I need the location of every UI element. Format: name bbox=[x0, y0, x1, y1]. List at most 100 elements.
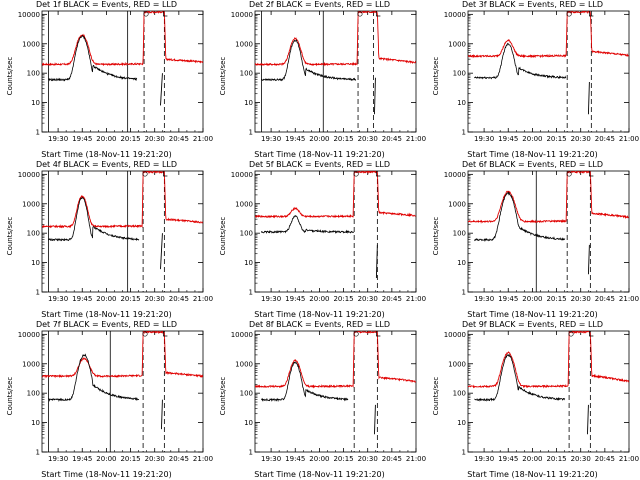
detector-panel-4: Det 4f BLACK = Events, RED = LLD Start Ti… bbox=[0, 160, 213, 320]
x-tick-label: 20:30 bbox=[145, 295, 165, 303]
detector-panel-9: Det 9f BLACK = Events, RED = LLD Start Ti… bbox=[426, 320, 639, 480]
y-tick-label: 1000 bbox=[22, 40, 40, 48]
x-tick-label: 20:00 bbox=[96, 455, 116, 463]
gap-marker-bracket bbox=[589, 171, 594, 177]
x-tick-label: 21:00 bbox=[406, 455, 426, 463]
y-tick-label: 1 bbox=[462, 449, 466, 457]
events-series-line bbox=[48, 353, 140, 403]
lld-series-line bbox=[255, 11, 416, 67]
x-tick-label: 20:30 bbox=[571, 135, 591, 143]
x-tick-label: 20:15 bbox=[120, 295, 140, 303]
x-axis-title: Start Time (18-Nov-11 19:21:20) bbox=[41, 310, 172, 319]
y-tick-label: 100 bbox=[240, 230, 253, 238]
panel-title: Det 8f BLACK = Events, RED = LLD bbox=[248, 320, 391, 329]
events-fragment-line bbox=[587, 82, 590, 115]
x-tick-label: 20:15 bbox=[120, 135, 140, 143]
y-tick-label: 1 bbox=[249, 289, 253, 297]
x-tick-label: 21:00 bbox=[619, 295, 639, 303]
y-tick-label: 100 bbox=[27, 390, 40, 398]
x-tick-label: 20:15 bbox=[333, 455, 353, 463]
events-series-line bbox=[48, 197, 140, 242]
x-axis-title: Start Time (18-Nov-11 19:21:20) bbox=[254, 470, 385, 479]
plot-area: 19:30 19:45 20:00 20:15 20:30 20:45 21:00 1 10 10… bbox=[231, 170, 426, 303]
y-tick-label: 10000 bbox=[18, 171, 40, 179]
y-tick-label: 10000 bbox=[444, 171, 466, 179]
events-fragment-line bbox=[160, 233, 163, 270]
x-tick-label: 20:00 bbox=[309, 455, 329, 463]
x-tick-label: 19:30 bbox=[261, 295, 281, 303]
y-tick-label: 10000 bbox=[231, 11, 253, 19]
x-tick-label: 21:00 bbox=[406, 135, 426, 143]
gap-marker-bracket bbox=[376, 331, 381, 337]
x-tick-label: 20:45 bbox=[169, 455, 189, 463]
x-tick-label: 20:15 bbox=[120, 455, 140, 463]
events-fragment-line bbox=[587, 404, 589, 435]
x-tick-label: 19:45 bbox=[285, 455, 305, 463]
axes-frame bbox=[467, 10, 630, 133]
x-tick-label: 20:15 bbox=[333, 135, 353, 143]
y-tick-label: 1000 bbox=[235, 200, 253, 208]
x-tick-label: 19:45 bbox=[498, 135, 518, 143]
detector-panel-8: Det 8f BLACK = Events, RED = LLD Start Ti… bbox=[213, 320, 426, 480]
axes-frame bbox=[41, 10, 204, 133]
gap-marker-circle bbox=[568, 331, 574, 337]
y-tick-label: 10 bbox=[244, 419, 253, 427]
y-tick-label: 100 bbox=[27, 70, 40, 78]
lld-series-line bbox=[468, 171, 629, 224]
x-tick-label: 20:45 bbox=[169, 135, 189, 143]
events-fragment-line bbox=[587, 244, 590, 275]
x-tick-label: 21:00 bbox=[193, 455, 213, 463]
x-tick-label: 20:30 bbox=[358, 135, 378, 143]
x-axis-title: Start Time (18-Nov-11 19:21:20) bbox=[467, 470, 598, 479]
x-tick-label: 20:45 bbox=[595, 455, 615, 463]
x-tick-label: 19:45 bbox=[72, 135, 92, 143]
x-tick-label: 19:30 bbox=[474, 135, 494, 143]
gap-marker-circle bbox=[142, 171, 148, 177]
y-tick-label: 1 bbox=[249, 449, 253, 457]
series-group bbox=[255, 11, 416, 132]
series-group bbox=[42, 331, 203, 452]
events-series-line bbox=[261, 39, 357, 82]
y-tick-label: 100 bbox=[240, 390, 253, 398]
events-series-line bbox=[261, 361, 349, 403]
y-tick-label: 1 bbox=[36, 449, 40, 457]
axes-frame bbox=[254, 330, 417, 453]
plot-area: 19:30 19:45 20:00 20:15 20:30 20:45 21:00 1 10 10… bbox=[231, 330, 426, 463]
y-tick-label: 10 bbox=[457, 259, 466, 267]
events-series-line bbox=[474, 42, 567, 80]
panel-title: Det 7f BLACK = Events, RED = LLD bbox=[35, 320, 178, 329]
x-tick-label: 20:30 bbox=[358, 455, 378, 463]
series-group bbox=[468, 171, 629, 292]
axes-frame bbox=[467, 170, 630, 293]
plot-area: 19:30 19:45 20:00 20:15 20:30 20:45 21:00 1 10 10… bbox=[444, 330, 639, 463]
plot-area: 19:30 19:45 20:00 20:15 20:30 20:45 21:00 1 10 10… bbox=[444, 10, 639, 143]
lld-series-line bbox=[468, 331, 629, 389]
y-tick-label: 100 bbox=[240, 70, 253, 78]
x-tick-label: 19:45 bbox=[498, 455, 518, 463]
x-tick-label: 20:00 bbox=[522, 455, 542, 463]
events-series-line bbox=[474, 353, 566, 402]
y-tick-label: 1000 bbox=[448, 40, 466, 48]
x-tick-label: 20:30 bbox=[145, 455, 165, 463]
y-tick-label: 10 bbox=[244, 259, 253, 267]
detector-panel-6: Det 6f BLACK = Events, RED = LLD Start Ti… bbox=[426, 160, 639, 320]
gap-marker-bracket bbox=[589, 11, 594, 17]
x-tick-label: 20:30 bbox=[571, 295, 591, 303]
gap-marker-circle bbox=[566, 11, 572, 17]
x-tick-label: 20:30 bbox=[571, 455, 591, 463]
detector-panel-3: Det 3f BLACK = Events, RED = LLD Start Ti… bbox=[426, 0, 639, 160]
panel-title: Det 1f BLACK = Events, RED = LLD bbox=[35, 0, 178, 9]
x-tick-label: 19:45 bbox=[498, 295, 518, 303]
gap-marker-bracket bbox=[589, 331, 594, 337]
y-tick-label: 100 bbox=[27, 230, 40, 238]
x-tick-label: 20:45 bbox=[595, 135, 615, 143]
y-tick-label: 10 bbox=[457, 419, 466, 427]
detector-panel-5: Det 5f BLACK = Events, RED = LLD Start Ti… bbox=[213, 160, 426, 320]
x-tick-label: 19:30 bbox=[48, 455, 68, 463]
y-tick-label: 10 bbox=[31, 419, 40, 427]
x-axis-title: Start Time (18-Nov-11 19:21:20) bbox=[254, 150, 385, 159]
y-tick-label: 1 bbox=[249, 129, 253, 137]
events-fragment-line bbox=[161, 399, 163, 430]
x-tick-label: 21:00 bbox=[406, 295, 426, 303]
x-tick-label: 20:15 bbox=[546, 295, 566, 303]
